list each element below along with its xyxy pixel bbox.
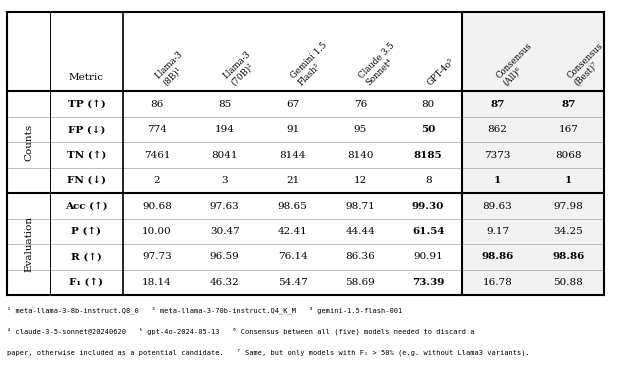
- Text: 85: 85: [218, 100, 232, 109]
- Text: 97.73: 97.73: [142, 252, 172, 262]
- Text: R (↑): R (↑): [71, 252, 102, 262]
- Text: 95: 95: [354, 125, 367, 134]
- Text: 46.32: 46.32: [210, 278, 239, 287]
- Text: 96.59: 96.59: [210, 252, 239, 262]
- Text: 8: 8: [425, 176, 431, 185]
- Text: 80: 80: [422, 100, 435, 109]
- Text: 91: 91: [286, 125, 299, 134]
- Text: 89.63: 89.63: [483, 202, 513, 211]
- Text: 98.71: 98.71: [346, 202, 375, 211]
- Text: 54.47: 54.47: [278, 278, 307, 287]
- Text: 98.65: 98.65: [278, 202, 307, 211]
- Text: 18.14: 18.14: [142, 278, 172, 287]
- Text: Evaluation: Evaluation: [24, 216, 33, 272]
- Text: TN (↑): TN (↑): [67, 151, 106, 159]
- Text: ⁴ claude-3-5-sonnet@20240620   ⁵ gpt-4o-2024-05-13   ⁶ Consensus between all (fi: ⁴ claude-3-5-sonnet@20240620 ⁵ gpt-4o-20…: [8, 327, 475, 334]
- Text: P (↑): P (↑): [72, 227, 101, 236]
- Text: 87: 87: [561, 100, 575, 109]
- Text: 2: 2: [154, 176, 160, 185]
- Text: 97.98: 97.98: [554, 202, 583, 211]
- Text: TP (↑): TP (↑): [68, 100, 106, 109]
- Text: Acc (↑): Acc (↑): [65, 202, 108, 211]
- Text: 167: 167: [559, 125, 579, 134]
- Text: 862: 862: [488, 125, 508, 134]
- Text: F₁ (↑): F₁ (↑): [69, 278, 104, 287]
- Text: 16.78: 16.78: [483, 278, 513, 287]
- Text: 61.54: 61.54: [412, 227, 444, 236]
- Text: 90.68: 90.68: [142, 202, 172, 211]
- Text: 67: 67: [286, 100, 299, 109]
- Text: 98.86: 98.86: [552, 252, 584, 262]
- Text: 8144: 8144: [279, 151, 306, 159]
- Text: FN (↓): FN (↓): [67, 176, 106, 185]
- Text: ¹ meta-llama-3-8b-instruct.Q8_0   ² meta-llama-3-70b-instruct.Q4_K_M   ³ gemini-: ¹ meta-llama-3-8b-instruct.Q8_0 ² meta-l…: [8, 306, 403, 314]
- Text: 1: 1: [565, 176, 572, 185]
- Text: 8041: 8041: [211, 151, 238, 159]
- Text: 87: 87: [490, 100, 505, 109]
- Text: 42.41: 42.41: [278, 227, 307, 236]
- Text: Llama-3
(8B)¹: Llama-3 (8B)¹: [154, 49, 192, 88]
- Text: Consensus
(Best)⁷: Consensus (Best)⁷: [565, 41, 612, 88]
- Text: 76.14: 76.14: [278, 252, 307, 262]
- Text: Metric: Metric: [69, 73, 104, 82]
- Text: 98.86: 98.86: [481, 252, 514, 262]
- Text: 97.63: 97.63: [210, 202, 239, 211]
- Text: 76: 76: [354, 100, 367, 109]
- Text: Llama-3
(70B)²: Llama-3 (70B)²: [221, 49, 260, 88]
- Text: 86.36: 86.36: [346, 252, 375, 262]
- Text: 34.25: 34.25: [554, 227, 583, 236]
- Text: 12: 12: [354, 176, 367, 185]
- Text: 774: 774: [147, 125, 167, 134]
- Text: 3: 3: [221, 176, 228, 185]
- Text: GPT-4o⁵: GPT-4o⁵: [425, 57, 456, 88]
- Text: 8185: 8185: [414, 151, 442, 159]
- Text: 44.44: 44.44: [346, 227, 375, 236]
- Text: 194: 194: [215, 125, 235, 134]
- Text: Claude 3.5
Sonnet⁴: Claude 3.5 Sonnet⁴: [357, 41, 404, 88]
- Text: 50: 50: [421, 125, 435, 134]
- FancyBboxPatch shape: [462, 13, 604, 295]
- Text: 30.47: 30.47: [210, 227, 239, 236]
- Text: 8068: 8068: [555, 151, 582, 159]
- Text: 7461: 7461: [144, 151, 170, 159]
- Text: Gemini 1.5
Flash³: Gemini 1.5 Flash³: [289, 40, 337, 88]
- Text: paper, otherwise included as a potential candidate.   ⁷ Same, but only models wi: paper, otherwise included as a potential…: [8, 348, 530, 356]
- Text: Counts: Counts: [24, 124, 33, 161]
- Text: 50.88: 50.88: [554, 278, 583, 287]
- Text: 1: 1: [494, 176, 501, 185]
- Text: 90.91: 90.91: [413, 252, 443, 262]
- Text: 10.00: 10.00: [142, 227, 172, 236]
- Text: 86: 86: [150, 100, 164, 109]
- Text: FP (↓): FP (↓): [68, 125, 105, 134]
- Text: 73.39: 73.39: [412, 278, 444, 287]
- Text: 9.17: 9.17: [486, 227, 509, 236]
- Text: 8140: 8140: [347, 151, 374, 159]
- Text: 7373: 7373: [484, 151, 511, 159]
- Text: Consensus
(All)⁶: Consensus (All)⁶: [495, 41, 541, 88]
- Text: 21: 21: [286, 176, 299, 185]
- Text: 99.30: 99.30: [412, 202, 444, 211]
- Text: 58.69: 58.69: [346, 278, 375, 287]
